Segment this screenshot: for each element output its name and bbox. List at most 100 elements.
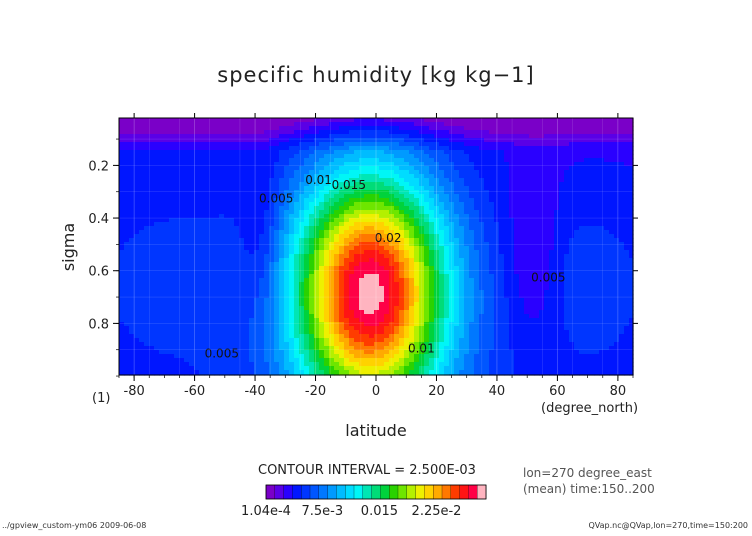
field-cell	[149, 326, 155, 331]
field-cell	[349, 346, 355, 351]
field-cell	[404, 326, 410, 331]
field-cell	[449, 362, 455, 367]
field-cell	[229, 294, 235, 299]
field-cell	[394, 322, 400, 327]
field-cell	[339, 258, 345, 263]
field-cell	[469, 210, 475, 215]
field-cell	[444, 286, 450, 291]
field-cell	[384, 362, 390, 367]
field-cell	[489, 370, 495, 375]
field-cell	[294, 274, 300, 279]
field-cell	[279, 306, 285, 311]
field-cell	[219, 198, 225, 203]
field-cell	[244, 250, 250, 255]
field-cell	[384, 170, 390, 175]
field-cell	[394, 242, 400, 247]
field-cell	[499, 146, 505, 151]
field-cell	[459, 238, 465, 243]
field-cell	[424, 146, 430, 151]
field-cell	[189, 138, 195, 143]
field-cell	[319, 310, 325, 315]
field-cell	[214, 226, 220, 231]
field-cell	[314, 210, 320, 215]
field-cell	[399, 318, 405, 323]
field-cell	[484, 166, 490, 171]
field-cell	[474, 242, 480, 247]
field-cell	[254, 330, 260, 335]
field-cell	[159, 146, 165, 151]
field-cell	[249, 190, 255, 195]
field-cell	[289, 186, 295, 191]
field-cell	[134, 214, 140, 219]
field-cell	[309, 158, 315, 163]
field-cell	[404, 306, 410, 311]
field-cell	[174, 274, 180, 279]
field-cell	[389, 254, 395, 259]
field-cell	[319, 258, 325, 263]
field-cell	[399, 162, 405, 167]
field-cell	[239, 206, 245, 211]
field-cell	[399, 126, 405, 131]
field-cell	[209, 218, 215, 223]
field-cell	[144, 246, 150, 251]
field-cell	[154, 206, 160, 211]
field-cell	[254, 186, 260, 191]
field-cell	[499, 302, 505, 307]
field-cell	[459, 278, 465, 283]
field-cell	[289, 234, 295, 239]
field-cell	[304, 182, 310, 187]
field-cell	[434, 218, 440, 223]
field-cell	[384, 230, 390, 235]
field-cell	[279, 234, 285, 239]
field-cell	[439, 266, 445, 271]
field-cell	[304, 334, 310, 339]
field-cell	[429, 266, 435, 271]
field-cell	[159, 142, 165, 147]
field-cell	[329, 126, 335, 131]
field-cell	[319, 126, 325, 131]
field-cell	[184, 182, 190, 187]
field-cell	[389, 222, 395, 227]
field-cell	[219, 318, 225, 323]
field-cell	[424, 330, 430, 335]
field-cell	[464, 278, 470, 283]
field-cell	[239, 186, 245, 191]
field-cell	[204, 130, 210, 135]
field-cell	[184, 130, 190, 135]
field-cell	[389, 274, 395, 279]
field-cell	[389, 338, 395, 343]
field-cell	[159, 362, 165, 367]
field-cell	[199, 210, 205, 215]
field-cell	[249, 182, 255, 187]
field-cell	[364, 298, 370, 303]
field-cell	[344, 318, 350, 323]
field-cell	[274, 218, 280, 223]
field-cell	[354, 274, 360, 279]
field-cell	[374, 258, 380, 263]
field-cell	[259, 154, 265, 159]
field-cell	[419, 266, 425, 271]
field-cell	[129, 186, 135, 191]
field-cell	[149, 266, 155, 271]
field-cell	[344, 186, 350, 191]
field-cell	[224, 142, 230, 147]
field-cell	[384, 210, 390, 215]
field-cell	[164, 190, 170, 195]
field-cell	[289, 322, 295, 327]
field-cell	[374, 122, 380, 127]
field-cell	[214, 234, 220, 239]
field-cell	[414, 210, 420, 215]
field-cell	[244, 318, 250, 323]
field-cell	[269, 262, 275, 267]
field-cell	[269, 150, 275, 155]
field-cell	[129, 234, 135, 239]
field-cell	[199, 262, 205, 267]
field-cell	[359, 162, 365, 167]
field-cell	[399, 306, 405, 311]
field-cell	[249, 322, 255, 327]
field-cell	[444, 302, 450, 307]
field-cell	[469, 262, 475, 267]
field-cell	[404, 290, 410, 295]
field-cell	[459, 158, 465, 163]
field-cell	[184, 254, 190, 259]
